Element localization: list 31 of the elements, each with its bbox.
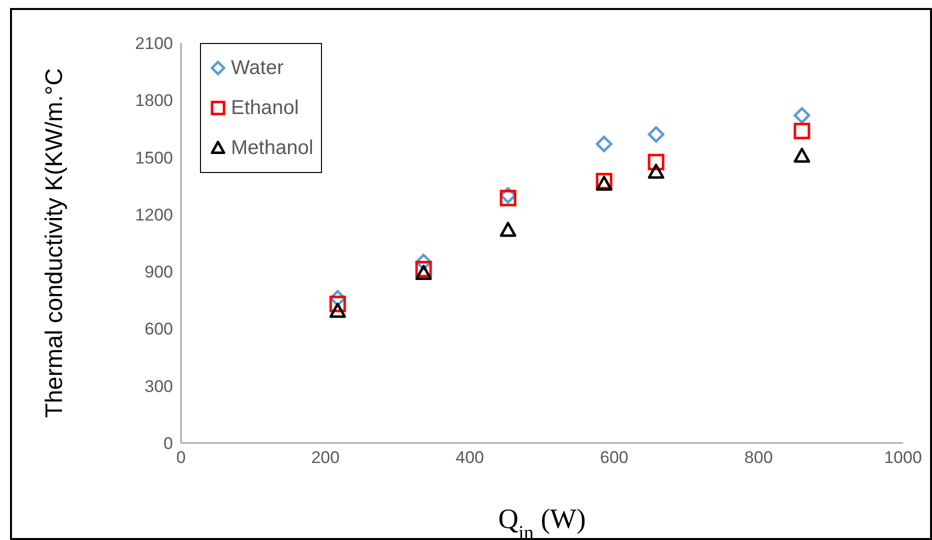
x-tick-label: 400	[456, 448, 484, 468]
y-tick-label: 600	[144, 320, 173, 339]
point	[648, 126, 664, 143]
y-tick-label: 2100	[135, 34, 173, 54]
point	[329, 302, 346, 318]
y-axis-title: Thermal conductivity K(KW/m.°C	[41, 68, 68, 418]
legend-label: Methanol	[230, 136, 314, 160]
y-tick-label: 300	[144, 376, 173, 396]
y-tick-label: 1800	[135, 91, 173, 110]
legend-label: Ethanol	[230, 96, 300, 120]
point	[415, 260, 432, 278]
point	[329, 296, 346, 312]
y-tick-label: 1200	[135, 205, 173, 224]
y-tick-label: 0	[164, 434, 173, 454]
point	[648, 164, 664, 179]
point	[596, 176, 612, 191]
point	[500, 222, 516, 237]
y-tick-label: 900	[144, 262, 173, 282]
x-tick-label: 200	[311, 448, 340, 468]
point	[596, 136, 612, 152]
point	[648, 154, 664, 170]
x-tick-label: 0	[176, 448, 186, 468]
x-tick-label: 1000	[884, 448, 922, 468]
y-tick-label: 1500	[135, 148, 173, 168]
point	[415, 264, 432, 280]
legend-label: Water	[230, 56, 285, 80]
point	[794, 122, 810, 140]
point	[794, 148, 810, 163]
x-tick-label: 800	[744, 448, 773, 468]
x-tick-label: 600	[600, 448, 628, 468]
point	[794, 107, 810, 124]
